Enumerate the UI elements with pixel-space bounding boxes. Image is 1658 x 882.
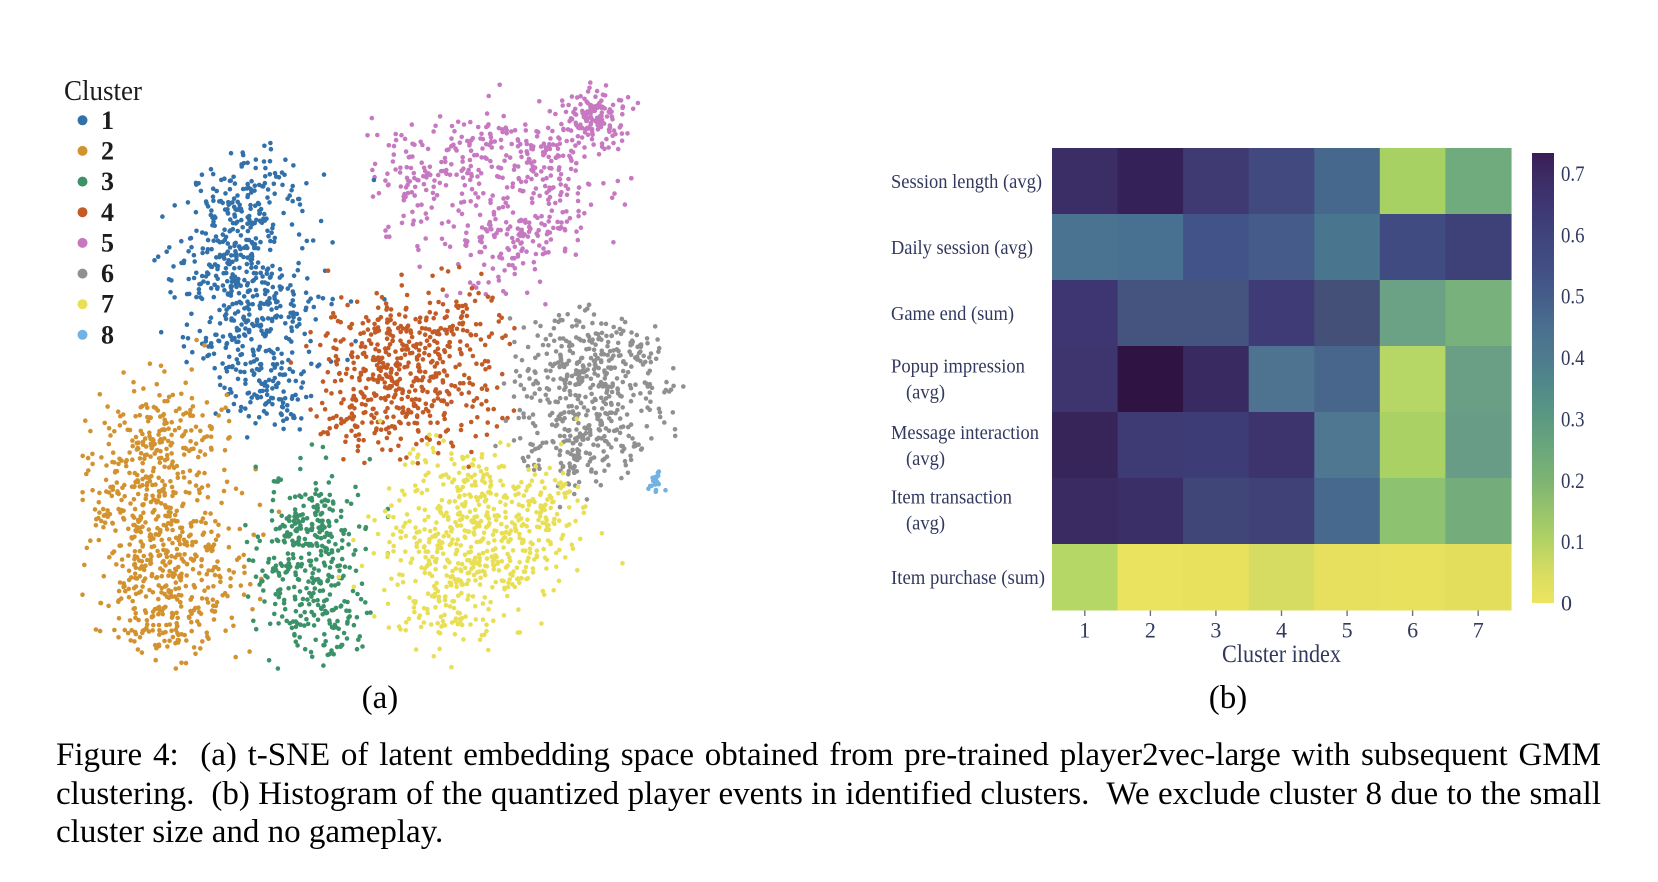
svg-text:0.7: 0.7 [1561, 161, 1585, 186]
svg-text:Cluster index: Cluster index [1222, 641, 1341, 668]
svg-text:Item transaction: Item transaction [891, 487, 1012, 509]
svg-text:3: 3 [1210, 618, 1221, 643]
svg-text:Message interaction: Message interaction [891, 422, 1039, 444]
svg-text:7: 7 [1473, 618, 1484, 643]
svg-text:0: 0 [1561, 591, 1572, 616]
svg-text:4: 4 [1276, 618, 1287, 643]
svg-text:0.4: 0.4 [1561, 345, 1585, 370]
svg-text:Daily session (avg): Daily session (avg) [891, 237, 1033, 259]
svg-text:7: 7 [101, 290, 114, 319]
svg-text:2: 2 [101, 136, 114, 165]
svg-text:1: 1 [101, 106, 114, 135]
svg-text:0.5: 0.5 [1561, 284, 1585, 309]
svg-text:4: 4 [101, 198, 114, 227]
svg-text:Item purchase (sum): Item purchase (sum) [891, 567, 1045, 589]
svg-text:0.3: 0.3 [1561, 406, 1585, 431]
svg-text:6: 6 [1407, 618, 1418, 643]
svg-text:0.1: 0.1 [1561, 529, 1585, 554]
svg-text:2: 2 [1145, 618, 1156, 643]
svg-text:0.2: 0.2 [1561, 468, 1585, 493]
svg-text:0.6: 0.6 [1561, 222, 1585, 247]
svg-text:3: 3 [101, 167, 114, 196]
svg-text:5: 5 [101, 228, 114, 257]
svg-text:(avg): (avg) [906, 513, 945, 535]
svg-text:(avg): (avg) [906, 382, 945, 404]
svg-text:(a): (a) [362, 680, 399, 716]
svg-text:8: 8 [101, 320, 114, 349]
svg-text:Cluster: Cluster [64, 75, 142, 107]
svg-text:Popup impression: Popup impression [891, 356, 1025, 378]
svg-text:Game end (sum): Game end (sum) [891, 303, 1014, 325]
svg-text:(avg): (avg) [906, 448, 945, 470]
svg-text:Session length (avg): Session length (avg) [891, 171, 1042, 193]
svg-text:6: 6 [101, 259, 114, 288]
svg-text:1: 1 [1079, 618, 1090, 643]
svg-text:(b): (b) [1209, 680, 1247, 716]
svg-text:5: 5 [1342, 618, 1353, 643]
